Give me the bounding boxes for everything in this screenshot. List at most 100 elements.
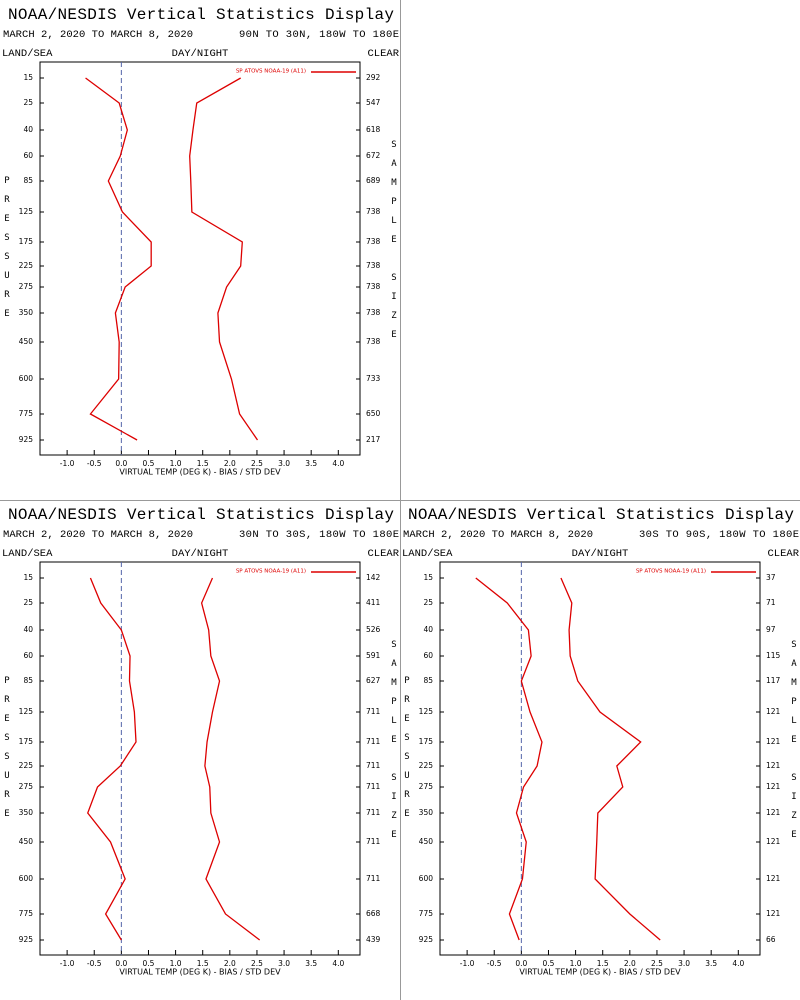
header-label: CLEAR [367, 48, 399, 60]
sample-size-label: 292 [366, 73, 381, 82]
x-tick-label: 4.0 [732, 959, 744, 968]
x-tick-label: 1.5 [597, 959, 609, 968]
sample-size-label: 121 [766, 909, 781, 918]
y-tick-label: 15 [23, 73, 33, 82]
y-tick-label: 775 [19, 409, 34, 418]
sample-size-label: 738 [366, 308, 381, 317]
x-tick-label: 1.5 [197, 459, 209, 468]
chart-subtitle: MARCH 2, 2020 TO MARCH 8, 2020 [403, 529, 593, 541]
chart-panel: NOAA/NESDIS Vertical Statistics Display M… [0, 0, 400, 500]
x-tick-label: 1.0 [570, 959, 582, 968]
y-tick-label: 275 [19, 782, 34, 791]
sample-size-label: 733 [366, 374, 381, 383]
x-tick-label: 0.0 [115, 959, 127, 968]
y2-axis-label: SAMPLE SIZE [389, 140, 399, 349]
sample-size-label: 627 [366, 676, 381, 685]
y-tick-label: 40 [423, 625, 433, 634]
x-tick-label: 0.0 [515, 959, 527, 968]
y-tick-label: 125 [19, 207, 34, 216]
sample-size-label: 121 [766, 808, 781, 817]
sample-size-label: 117 [766, 676, 781, 685]
x-tick-label: 3.0 [278, 459, 290, 468]
sample-size-label: 121 [766, 761, 781, 770]
y-tick-label: 350 [19, 808, 34, 817]
profile-line [475, 577, 543, 941]
y-tick-label: 450 [19, 837, 34, 846]
y-tick-label: 60 [23, 151, 33, 160]
x-tick-label: 2.5 [251, 959, 263, 968]
chart-panel: NOAA/NESDIS Vertical Statistics Display M… [0, 500, 400, 1000]
plot-frame [39, 561, 361, 956]
x-tick-label: 3.0 [278, 959, 290, 968]
sample-size-label: 217 [366, 435, 381, 444]
plot-frame [39, 61, 361, 456]
x-tick-label: 3.5 [705, 959, 717, 968]
chart-subtitle: MARCH 2, 2020 TO MARCH 8, 2020 [3, 29, 193, 41]
x-tick-label: 3.5 [305, 459, 317, 468]
x-tick-label: -0.5 [87, 959, 102, 968]
sample-size-label: 668 [366, 909, 381, 918]
sample-size-label: 650 [366, 409, 381, 418]
header-label: DAY/NIGHT [572, 548, 629, 560]
sample-size-label: 738 [366, 337, 381, 346]
header-label: DAY/NIGHT [172, 48, 229, 60]
header-label: CLEAR [767, 548, 799, 560]
y-tick-label: 175 [19, 737, 34, 746]
y-tick-label: 225 [19, 261, 34, 270]
y-axis-label: PRESSURE [2, 176, 12, 328]
x-tick-label: 3.5 [305, 959, 317, 968]
x-tick-label: 0.5 [143, 959, 155, 968]
chart-title: NOAA/NESDIS Vertical Statistics Display [8, 6, 394, 24]
chart-title: NOAA/NESDIS Vertical Statistics Display [8, 506, 394, 524]
legend-label: SP ATOVS NOAA-19 (A11) [636, 569, 706, 575]
sample-size-label: 591 [366, 651, 381, 660]
x-tick-label: 2.0 [224, 959, 236, 968]
x-tick-label: 2.0 [224, 459, 236, 468]
sample-size-label: 689 [366, 176, 381, 185]
sample-size-label: 439 [366, 935, 381, 944]
y-tick-label: 40 [23, 625, 33, 634]
sample-size-label: 37 [766, 573, 776, 582]
y-tick-label: 450 [419, 837, 434, 846]
y-tick-label: 60 [23, 651, 33, 660]
sample-size-label: 121 [766, 874, 781, 883]
y-tick-label: 350 [419, 808, 434, 817]
sample-size-label: 142 [366, 573, 381, 582]
y-tick-label: 125 [419, 707, 434, 716]
x-tick-label: -1.0 [60, 459, 75, 468]
sample-size-label: 97 [766, 625, 776, 634]
sample-size-label: 711 [366, 808, 381, 817]
x-tick-label: 2.5 [251, 459, 263, 468]
x-tick-label: -1.0 [60, 959, 75, 968]
x-axis-label: VIRTUAL TEMP (DEG K) - BIAS / STD DEV [119, 968, 281, 977]
y-tick-label: 125 [19, 707, 34, 716]
sample-size-label: 547 [366, 98, 381, 107]
x-tick-label: 0.5 [543, 959, 555, 968]
sample-size-label: 71 [766, 598, 776, 607]
sample-size-label: 738 [366, 261, 381, 270]
y-tick-label: 25 [23, 598, 33, 607]
y-tick-label: 60 [423, 651, 433, 660]
y-tick-label: 85 [423, 676, 433, 685]
sample-size-label: 738 [366, 237, 381, 246]
y2-axis-label: SAMPLE SIZE [789, 640, 799, 849]
x-tick-label: 3.0 [678, 959, 690, 968]
region-label: 30S TO 90S, 180W TO 180E [639, 529, 799, 541]
sample-size-label: 711 [366, 837, 381, 846]
sample-size-label: 672 [366, 151, 381, 160]
chart-title: NOAA/NESDIS Vertical Statistics Display [408, 506, 794, 524]
sample-size-label: 121 [766, 782, 781, 791]
profile-line [200, 577, 261, 941]
profile-line [85, 77, 152, 441]
sample-size-label: 66 [766, 935, 776, 944]
y-tick-label: 600 [419, 874, 434, 883]
sample-size-label: 526 [366, 625, 381, 634]
x-tick-label: 0.0 [115, 459, 127, 468]
sample-size-label: 618 [366, 125, 381, 134]
sample-size-label: 711 [366, 737, 381, 746]
x-tick-label: 1.5 [197, 959, 209, 968]
y-tick-label: 225 [419, 761, 434, 770]
profile-line [189, 77, 259, 441]
sample-size-label: 711 [366, 874, 381, 883]
y-tick-label: 275 [19, 282, 34, 291]
